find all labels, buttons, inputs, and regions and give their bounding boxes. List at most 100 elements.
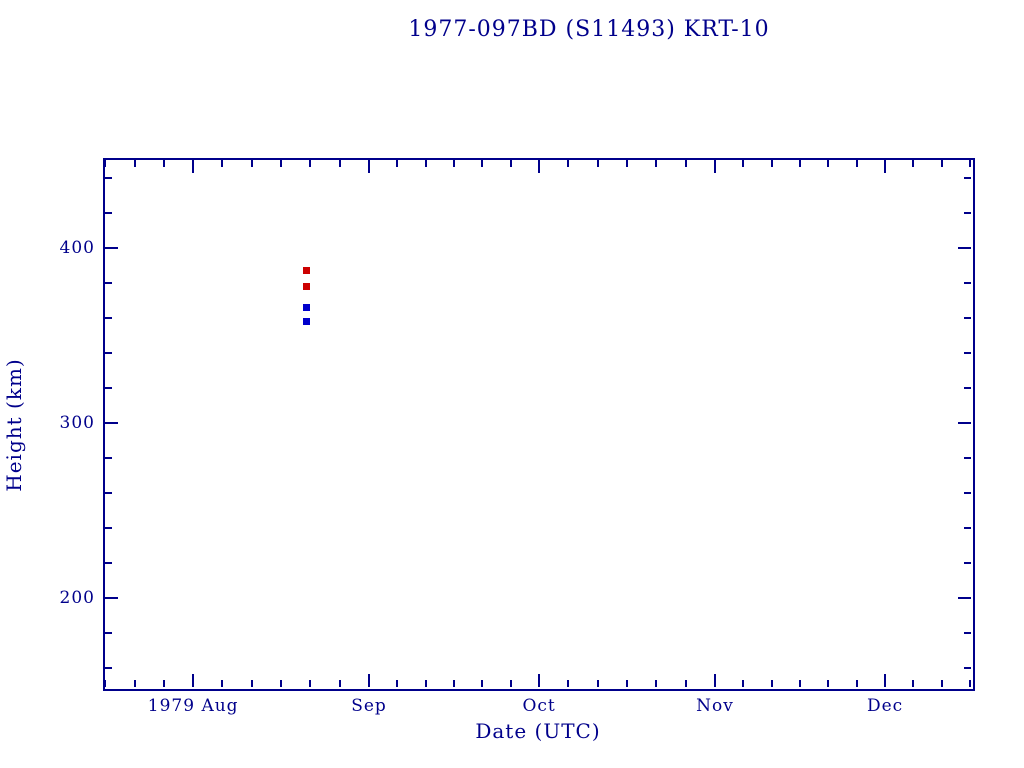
x-major-tick [367, 674, 370, 687]
x-minor-tick [453, 680, 456, 687]
y-minor-tick [964, 176, 971, 179]
y-major-tick [958, 421, 971, 424]
x-minor-tick [280, 680, 283, 687]
y-minor-tick [964, 456, 971, 459]
x-minor-tick [940, 160, 943, 167]
y-minor-tick [964, 351, 971, 354]
y-minor-tick [105, 351, 112, 354]
x-tick-label: Oct [522, 696, 556, 716]
x-minor-tick [509, 160, 512, 167]
x-minor-tick [684, 680, 687, 687]
x-major-tick [192, 160, 195, 173]
x-minor-tick [969, 160, 972, 167]
y-minor-tick [105, 316, 112, 319]
y-major-tick [958, 596, 971, 599]
x-minor-tick [104, 160, 107, 167]
x-major-tick [538, 160, 541, 173]
plot-area [103, 158, 975, 691]
x-minor-tick [969, 680, 972, 687]
x-minor-tick [626, 160, 629, 167]
y-minor-tick [964, 526, 971, 529]
x-minor-tick [855, 160, 858, 167]
x-minor-tick [770, 160, 773, 167]
y-minor-tick [105, 211, 112, 214]
x-minor-tick [742, 680, 745, 687]
x-minor-tick [481, 680, 484, 687]
x-minor-tick [453, 160, 456, 167]
x-minor-tick [221, 680, 224, 687]
x-minor-tick [104, 680, 107, 687]
x-minor-tick [912, 160, 915, 167]
x-tick-label: Dec [866, 696, 904, 716]
y-minor-tick [964, 386, 971, 389]
y-minor-tick [964, 561, 971, 564]
x-minor-tick [596, 680, 599, 687]
data-point-lower-height-blue-squares [302, 317, 310, 325]
x-minor-tick [940, 680, 943, 687]
x-axis-label: Date (UTC) [475, 719, 601, 743]
x-minor-tick [309, 160, 312, 167]
y-axis-label: Height (km) [2, 358, 26, 492]
y-minor-tick [105, 491, 112, 494]
y-minor-tick [105, 526, 112, 529]
x-minor-tick [827, 680, 830, 687]
y-minor-tick [105, 456, 112, 459]
x-minor-tick [567, 680, 570, 687]
x-minor-tick [655, 160, 658, 167]
y-major-tick [105, 421, 118, 424]
x-minor-tick [396, 160, 399, 167]
y-minor-tick [964, 281, 971, 284]
x-minor-tick [424, 160, 427, 167]
data-point-lower-height-blue-squares [302, 303, 310, 311]
x-minor-tick [596, 160, 599, 167]
data-point-upper-height-red-squares [303, 282, 311, 290]
x-tick-label: Nov [696, 696, 734, 716]
x-minor-tick [162, 160, 165, 167]
x-minor-tick [799, 680, 802, 687]
x-minor-tick [509, 680, 512, 687]
y-minor-tick [964, 491, 971, 494]
y-tick-label: 400 [59, 237, 95, 258]
x-tick-label: 1979 Aug [147, 696, 239, 716]
y-minor-tick [964, 316, 971, 319]
y-major-tick [958, 246, 971, 249]
x-minor-tick [338, 680, 341, 687]
y-minor-tick [105, 631, 112, 634]
y-minor-tick [964, 211, 971, 214]
y-minor-tick [105, 176, 112, 179]
x-minor-tick [742, 160, 745, 167]
x-tick-label: Sep [351, 696, 387, 716]
y-tick-label: 300 [59, 412, 95, 433]
x-minor-tick [827, 160, 830, 167]
x-minor-tick [396, 680, 399, 687]
x-minor-tick [626, 680, 629, 687]
y-tick-label: 200 [59, 587, 95, 608]
y-major-tick [105, 596, 118, 599]
y-minor-tick [964, 666, 971, 669]
x-minor-tick [912, 680, 915, 687]
x-minor-tick [221, 160, 224, 167]
x-minor-tick [250, 680, 253, 687]
y-major-tick [105, 246, 118, 249]
x-minor-tick [250, 160, 253, 167]
x-minor-tick [855, 680, 858, 687]
x-minor-tick [280, 160, 283, 167]
y-minor-tick [105, 386, 112, 389]
y-minor-tick [105, 666, 112, 669]
x-major-tick [367, 160, 370, 173]
x-major-tick [192, 674, 195, 687]
x-minor-tick [799, 160, 802, 167]
x-minor-tick [133, 160, 136, 167]
x-minor-tick [338, 160, 341, 167]
x-major-tick [713, 160, 716, 173]
x-minor-tick [309, 680, 312, 687]
x-minor-tick [133, 680, 136, 687]
y-minor-tick [105, 281, 112, 284]
chart-title: 1977-097BD (S11493) KRT-10 [408, 17, 770, 42]
x-minor-tick [481, 160, 484, 167]
x-major-tick [713, 674, 716, 687]
x-minor-tick [162, 680, 165, 687]
x-minor-tick [770, 680, 773, 687]
x-major-tick [538, 674, 541, 687]
